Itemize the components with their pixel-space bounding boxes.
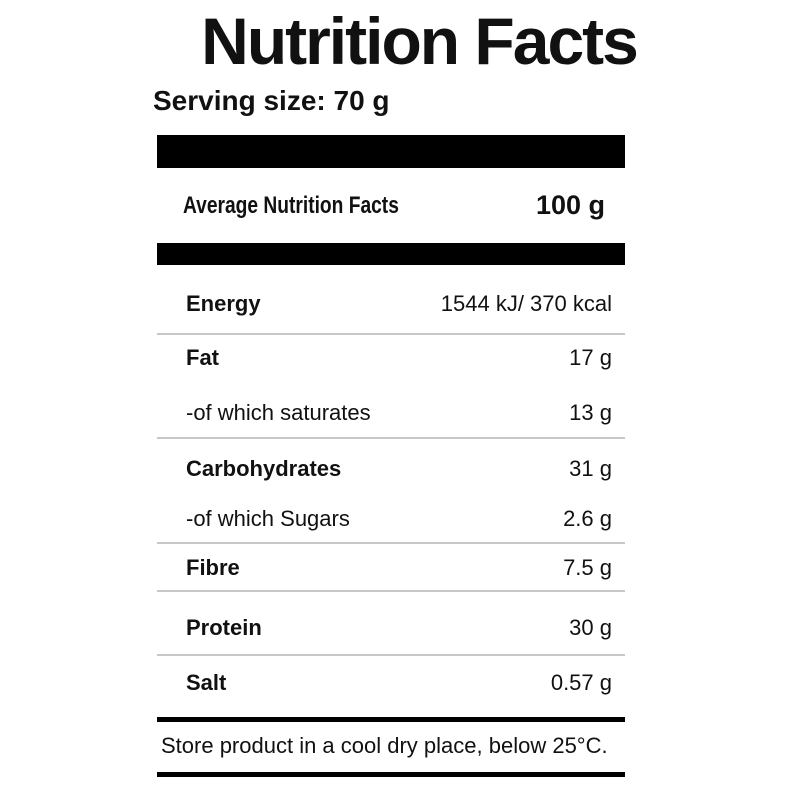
header-label: Average Nutrition Facts (183, 191, 399, 219)
nutrient-label: Salt (186, 670, 227, 695)
nutrient-value: 2.6 g (563, 506, 612, 531)
nutrient-value: 17 g (569, 345, 612, 370)
nutrient-row-protein: Protein 30 g (157, 590, 625, 643)
storage-note-text: Store product in a cool dry place, below… (161, 733, 608, 758)
nutrient-value: 7.5 g (563, 555, 612, 580)
nutrient-label: Fibre (186, 555, 240, 580)
nutrient-row-fibre: Fibre 7.5 g (157, 542, 625, 583)
nutrient-value: 13 g (569, 400, 612, 425)
nutrient-value: 31 g (569, 456, 612, 481)
page-title: Nutrition Facts (201, 4, 639, 78)
nutrient-label: Fat (186, 345, 219, 370)
header-row: Average Nutrition Facts 100 g (157, 168, 625, 243)
separator-bar-top (157, 135, 625, 168)
header-amount: 100 g (535, 190, 605, 220)
nutrient-row-salt: Salt 0.57 g (157, 654, 625, 698)
nutrient-row-saturates: -of which saturates 13 g (157, 398, 625, 428)
nutrient-label: Protein (186, 615, 262, 640)
nutrient-label: -of which Sugars (186, 506, 350, 531)
separator-bar-bottom (157, 243, 625, 265)
nutrition-label: Nutrition Facts Serving size: 70 g Avera… (153, 6, 639, 777)
nutrient-value: 1544 kJ/ 370 kcal (440, 291, 612, 316)
nutrient-row-fat: Fat 17 g (157, 333, 625, 373)
nutrient-value: 0.57 g (550, 670, 612, 695)
nutrient-row-carbohydrates: Carbohydrates 31 g (157, 437, 625, 484)
nutrient-label: Carbohydrates (186, 456, 342, 481)
nutrient-row-energy: Energy 1544 kJ/ 370 kcal (157, 289, 625, 319)
nutrient-row-sugars: -of which Sugars 2.6 g (157, 504, 625, 534)
nutrient-label: Energy (186, 291, 261, 316)
storage-note-box: Store product in a cool dry place, below… (157, 717, 625, 777)
nutrient-value: 30 g (569, 615, 612, 640)
nutrient-label: -of which saturates (186, 400, 371, 425)
serving-size: Serving size: 70 g (153, 85, 390, 116)
